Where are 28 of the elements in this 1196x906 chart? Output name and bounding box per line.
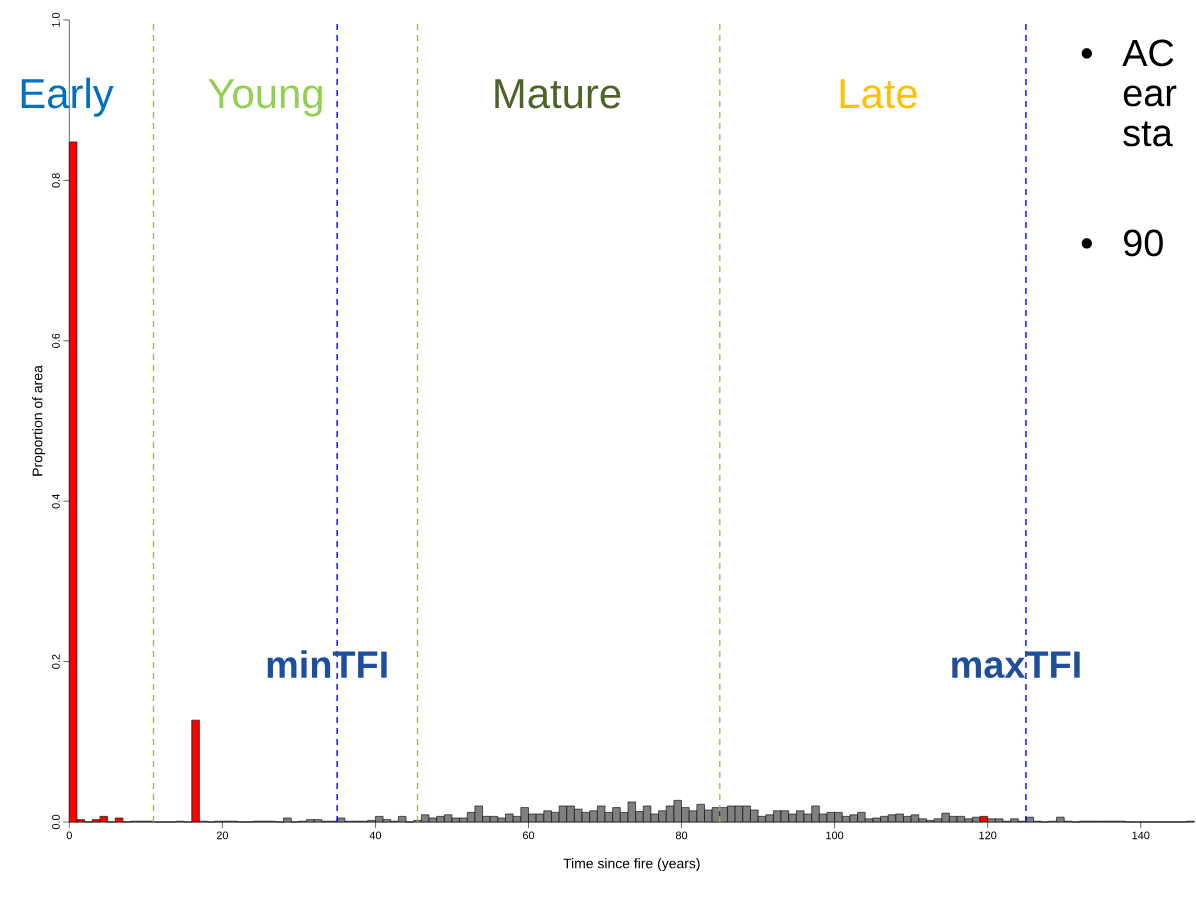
x-tick-label: 60	[522, 831, 535, 840]
x-tick-label: 0	[66, 831, 72, 840]
annotation: sta	[1123, 121, 1173, 147]
x-tick-label: 20	[216, 831, 229, 840]
annotation: AC	[1122, 39, 1174, 67]
x-tick-label: 40	[369, 831, 382, 840]
y-tick-label: 0.8	[52, 173, 60, 188]
y-tick-label: 0.2	[52, 654, 60, 669]
annotation: •	[1081, 238, 1092, 249]
y-tick-label: 0.6	[52, 333, 60, 348]
annotation: Late	[840, 79, 917, 109]
annotation: Mature	[495, 79, 621, 109]
y-tick-label: 0.4	[52, 493, 60, 509]
annotation: •	[1081, 48, 1092, 59]
annotation: Early	[21, 77, 114, 117]
x-axis-title: Time since fire (years)	[563, 858, 700, 872]
annotation: Young	[208, 79, 322, 117]
y-tick-label: 1.0	[52, 12, 60, 27]
x-tick-label: 80	[675, 831, 688, 840]
ref-line-label: minTFI	[267, 650, 387, 678]
x-tick-label: 120	[979, 831, 997, 840]
y-tick-label: 0.0	[52, 814, 60, 830]
x-tick-label: 140	[1132, 831, 1150, 840]
y-axis-title: Proportion of area	[32, 365, 46, 476]
annotation: 90	[1124, 229, 1163, 257]
x-tick-label: 100	[826, 831, 844, 840]
annotation: ear	[1123, 85, 1177, 107]
ref-line-label: maxTFI	[952, 651, 1080, 679]
